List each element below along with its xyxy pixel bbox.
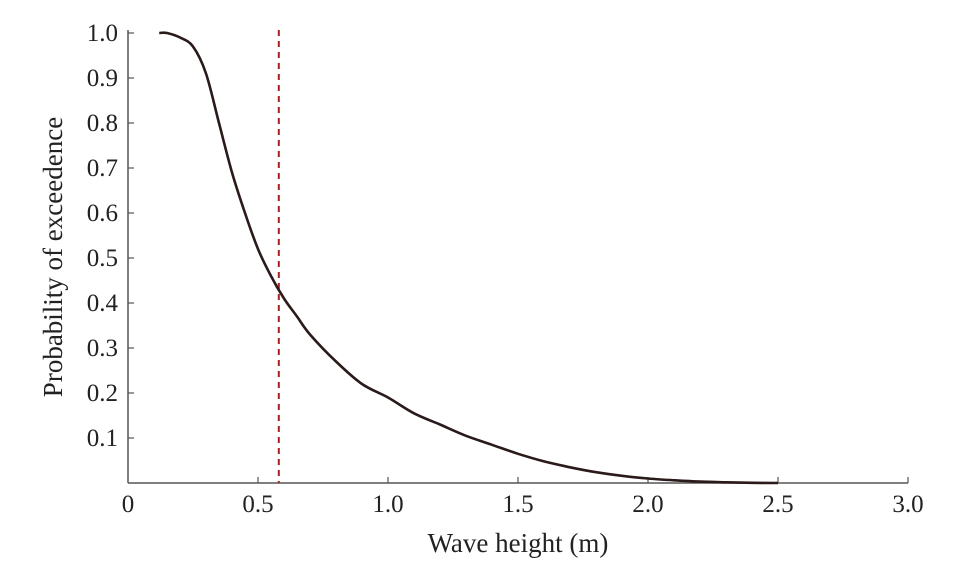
y-tick-label: 0.1 — [87, 425, 118, 452]
x-tick-label: 1.5 — [502, 491, 533, 518]
x-tick-label: 0 — [122, 491, 135, 518]
x-tick-label: 2.5 — [762, 491, 793, 518]
y-tick-label: 0.7 — [87, 155, 118, 182]
x-axis-label: Wave height (m) — [428, 528, 609, 558]
y-tick-label: 0.5 — [87, 245, 118, 272]
y-tick-label: 0.3 — [87, 335, 118, 362]
y-tick-label: 0.4 — [87, 290, 119, 317]
y-axis-label: Probability of exceedence — [38, 117, 68, 397]
axes — [128, 30, 908, 483]
y-tick-label: 0.9 — [87, 65, 118, 92]
y-tick-label: 0.6 — [87, 200, 118, 227]
x-tick-label: 1.0 — [372, 491, 403, 518]
x-tick-label: 3.0 — [892, 491, 923, 518]
y-tick-label: 1.0 — [87, 20, 118, 47]
y-tick-label: 0.8 — [87, 110, 118, 137]
x-tick-label: 2.0 — [632, 491, 663, 518]
x-tick-label: 0.5 — [242, 491, 273, 518]
y-tick-label: 0.2 — [87, 380, 118, 407]
series-line — [159, 33, 778, 483]
series — [159, 33, 778, 483]
